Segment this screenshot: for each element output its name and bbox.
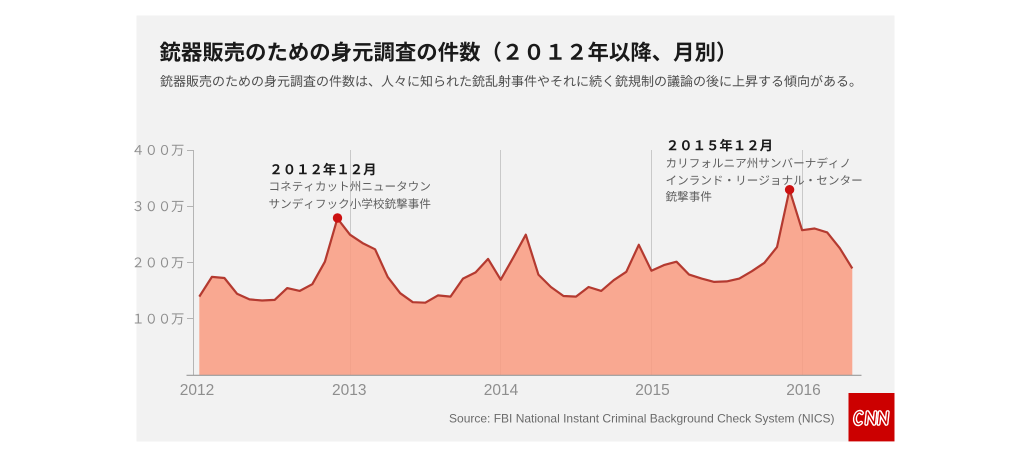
svg-text:2015: 2015 xyxy=(635,382,669,399)
svg-text:2013: 2013 xyxy=(332,382,366,399)
svg-text:Source: FBI National Instant C: Source: FBI National Instant Criminal Ba… xyxy=(449,412,834,426)
svg-text:2012: 2012 xyxy=(180,382,214,399)
svg-text:2016: 2016 xyxy=(786,382,820,399)
svg-text:2014: 2014 xyxy=(484,382,519,399)
